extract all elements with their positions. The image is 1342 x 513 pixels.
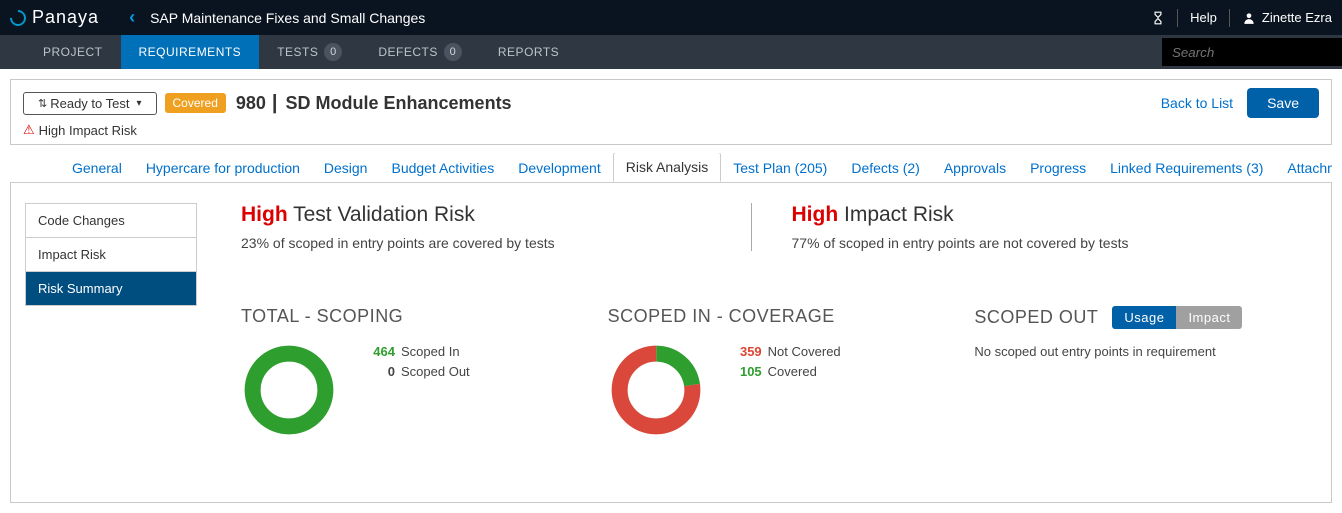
not-covered-value: 359 <box>722 342 762 362</box>
brand-name: Panaya <box>32 7 99 28</box>
nav-reports[interactable]: REPORTS <box>480 35 577 69</box>
tab-risk-analysis[interactable]: Risk Analysis <box>613 153 721 182</box>
back-to-list-link[interactable]: Back to List <box>1161 95 1233 111</box>
sidebar-item-code-changes[interactable]: Code Changes <box>26 204 196 238</box>
save-button[interactable]: Save <box>1247 88 1319 118</box>
risk-indicator: ⚠ High Impact Risk <box>23 122 1319 138</box>
sidebar-item-risk-summary[interactable]: Risk Summary <box>26 272 196 305</box>
scoping-title: TOTAL - SCOPING <box>241 306 568 327</box>
search-wrap <box>1162 35 1342 69</box>
validation-risk-level: High <box>241 203 288 226</box>
covered-value: 105 <box>722 362 762 382</box>
requirement-tabs: General Hypercare for production Design … <box>10 153 1332 183</box>
tab-linked[interactable]: Linked Requirements (3) <box>1098 154 1275 182</box>
impact-risk-level: High <box>792 203 839 226</box>
scoped-out-title: SCOPED OUT <box>974 307 1098 328</box>
tests-count-badge: 0 <box>324 43 342 61</box>
coverage-metric: SCOPED IN - COVERAGE 359 Not Covered 105 C… <box>608 306 935 438</box>
tab-hypercare[interactable]: Hypercare for production <box>134 154 312 182</box>
coverage-pill: Covered <box>165 93 226 113</box>
status-dropdown[interactable]: Ready to Test <box>23 92 157 115</box>
impact-segment[interactable]: Impact <box>1176 306 1242 329</box>
requirement-title: SD Module Enhancements <box>286 93 512 114</box>
tab-general[interactable]: General <box>60 154 134 182</box>
breadcrumb[interactable]: SAP Maintenance Fixes and Small Changes <box>150 10 425 26</box>
coverage-title: SCOPED IN - COVERAGE <box>608 306 935 327</box>
scoped-out-empty-message: No scoped out entry points in requiremen… <box>974 344 1301 359</box>
impact-risk-title: Impact Risk <box>844 203 954 226</box>
divider: | <box>272 92 278 115</box>
scoped-out-label: Scoped Out <box>401 362 470 382</box>
validation-risk-title: Test Validation Risk <box>293 203 475 226</box>
requirement-id: 980 <box>236 93 266 114</box>
divider <box>1229 9 1230 27</box>
nav-defects[interactable]: DEFECTS 0 <box>360 35 480 69</box>
risk-side-nav: Code Changes Impact Risk Risk Summary <box>11 183 211 502</box>
risk-summary-panel: High Test Validation Risk 23% of scoped … <box>211 183 1331 502</box>
main-nav: PROJECT REQUIREMENTS TESTS 0 DEFECTS 0 R… <box>0 35 1342 69</box>
validation-risk-subtitle: 23% of scoped in entry points are covere… <box>241 235 711 251</box>
nav-tests-label: TESTS <box>277 45 318 59</box>
tab-attachments[interactable]: Attachments (0) <box>1275 154 1332 182</box>
scoped-out-metric: SCOPED OUT Usage Impact No scoped out en… <box>974 306 1301 438</box>
tab-defects[interactable]: Defects (2) <box>839 154 931 182</box>
brand-logo[interactable]: Panaya <box>10 7 99 28</box>
impact-risk-subtitle: 77% of scoped in entry points are not co… <box>792 235 1262 251</box>
nav-requirements[interactable]: REQUIREMENTS <box>121 35 260 69</box>
scoping-metric: TOTAL - SCOPING 464 Scoped In 0 Scoped Out <box>241 306 568 438</box>
scoped-out-value: 0 <box>355 362 395 382</box>
tab-content: Code Changes Impact Risk Risk Summary Hi… <box>10 183 1332 503</box>
divider <box>1177 9 1178 27</box>
back-chevron-icon[interactable]: ‹ <box>129 7 135 28</box>
not-covered-label: Not Covered <box>768 342 841 362</box>
help-link[interactable]: Help <box>1190 10 1217 25</box>
requirement-header: Ready to Test Covered 980 | SD Module En… <box>10 79 1332 145</box>
nav-tests[interactable]: TESTS 0 <box>259 35 360 69</box>
scoped-in-value: 464 <box>355 342 395 362</box>
usage-segment[interactable]: Usage <box>1112 306 1176 329</box>
warning-icon: ⚠ <box>23 122 35 138</box>
user-menu[interactable]: Zinette Ezra <box>1242 10 1332 25</box>
tab-development[interactable]: Development <box>506 154 613 182</box>
logo-ring-icon <box>7 6 30 29</box>
risk-text: High Impact Risk <box>39 123 137 138</box>
impact-risk-block: High Impact Risk 77% of scoped in entry … <box>752 203 1302 251</box>
user-icon <box>1242 11 1256 25</box>
covered-label: Covered <box>768 362 817 382</box>
scoped-out-toggle: Usage Impact <box>1112 306 1242 329</box>
tab-design[interactable]: Design <box>312 154 380 182</box>
defects-count-badge: 0 <box>444 43 462 61</box>
search-input[interactable] <box>1162 38 1342 66</box>
nav-project[interactable]: PROJECT <box>25 35 121 69</box>
top-bar: Panaya ‹ SAP Maintenance Fixes and Small… <box>0 0 1342 35</box>
nav-defects-label: DEFECTS <box>378 45 438 59</box>
tab-budget[interactable]: Budget Activities <box>379 154 506 182</box>
test-validation-risk-block: High Test Validation Risk 23% of scoped … <box>241 203 752 251</box>
tab-test-plan[interactable]: Test Plan (205) <box>721 154 839 182</box>
user-name: Zinette Ezra <box>1262 10 1332 25</box>
coverage-donut-chart <box>608 342 704 438</box>
scoping-donut-chart <box>241 342 337 438</box>
sidebar-item-impact-risk[interactable]: Impact Risk <box>26 238 196 272</box>
tab-approvals[interactable]: Approvals <box>932 154 1018 182</box>
hourglass-icon[interactable] <box>1151 11 1165 25</box>
scoped-in-label: Scoped In <box>401 342 460 362</box>
tab-progress[interactable]: Progress <box>1018 154 1098 182</box>
